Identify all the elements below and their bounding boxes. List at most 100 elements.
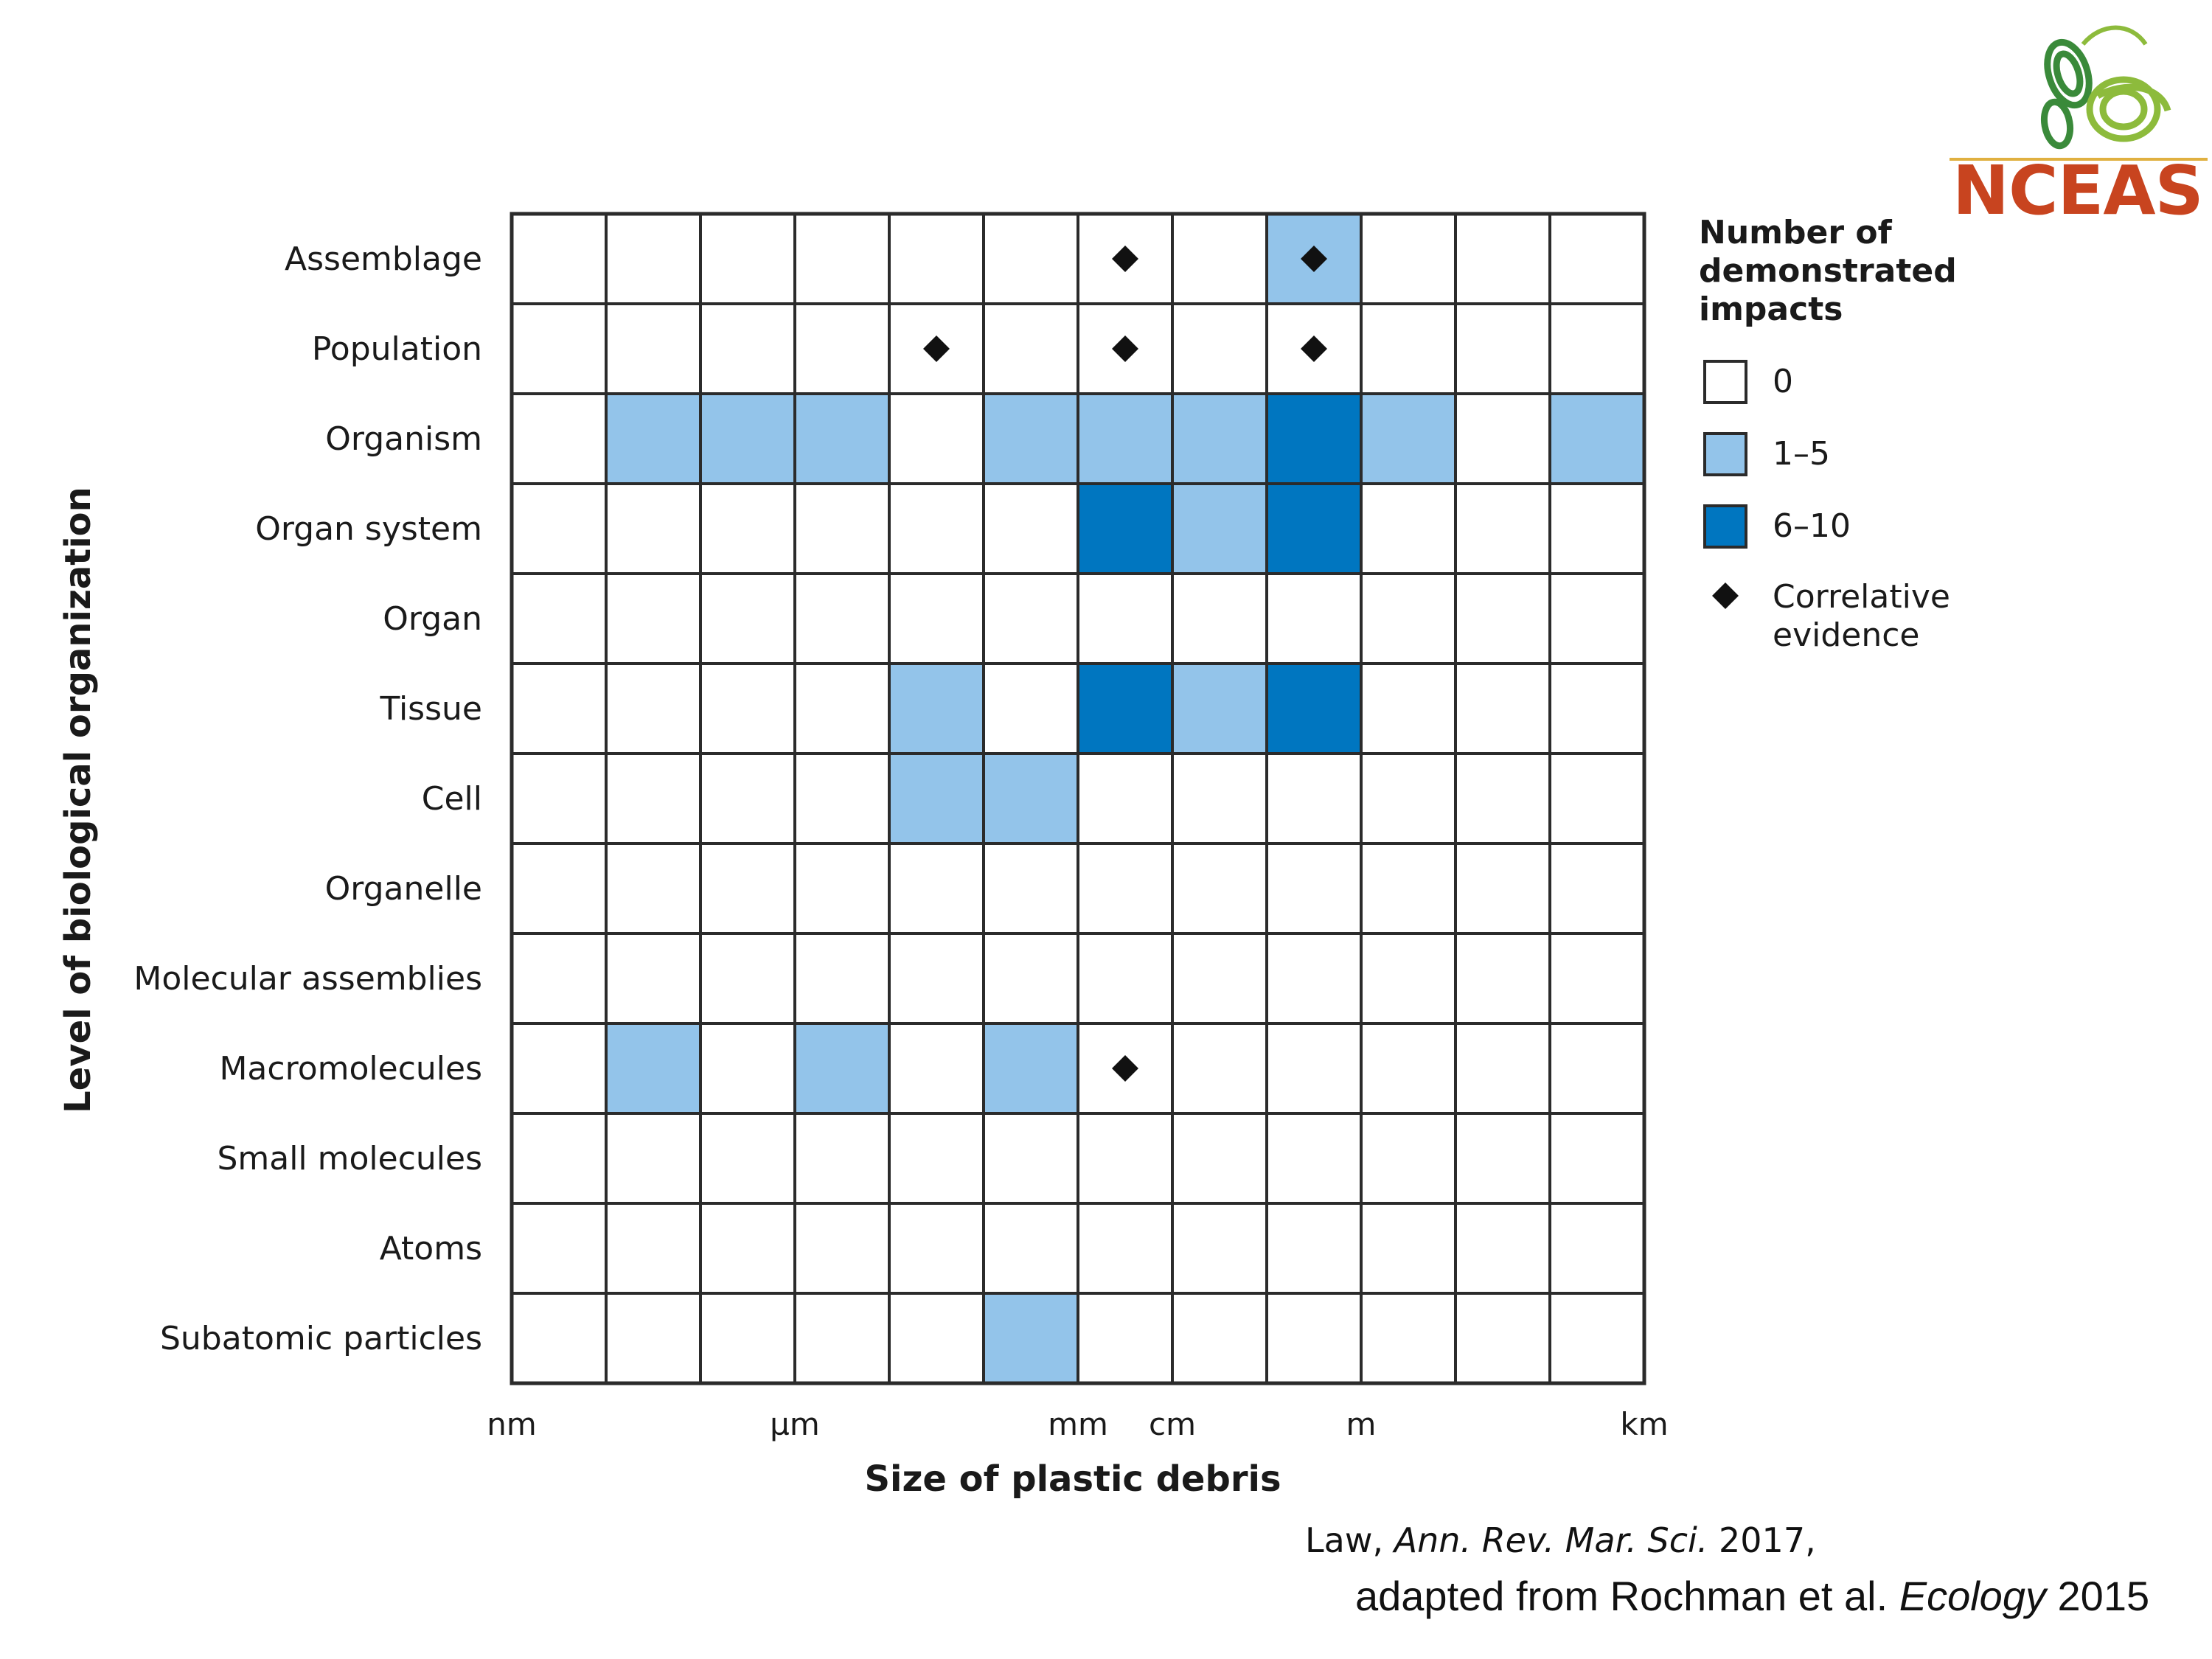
cell-molecular-assemblies-col-1	[605, 932, 702, 1025]
cell-atoms-col-3	[793, 1202, 891, 1295]
cell-organelle-col-3	[793, 842, 891, 935]
cell-subatomic-particles-col-5	[982, 1292, 1079, 1385]
row-label-organ: Organ	[383, 600, 482, 638]
cell-organism-col-7	[1171, 392, 1268, 485]
citation-year-2: 2015	[2045, 1573, 2150, 1619]
row-label-subatomic-particles: Subatomic particles	[160, 1320, 482, 1357]
cell-macromolecules-col-9	[1360, 1022, 1457, 1115]
x-tick-um: µm	[770, 1406, 820, 1442]
cell-subatomic-particles-col-9	[1360, 1292, 1457, 1385]
cell-organ-system-col-9	[1360, 482, 1457, 575]
cell-population-col-9	[1360, 302, 1457, 395]
cell-organelle-col-5	[982, 842, 1079, 935]
cell-cell-col-10	[1454, 752, 1551, 845]
cell-macromolecules-col-3	[793, 1022, 891, 1115]
cell-assemblage-col-5	[982, 212, 1079, 305]
cell-organelle-col-8	[1265, 842, 1363, 935]
marker-population-col-6	[1112, 335, 1138, 362]
x-tick-km: km	[1620, 1406, 1668, 1442]
cell-organ-col-11	[1548, 572, 1646, 665]
cell-organ-system-col-5	[982, 482, 1079, 575]
cell-organ-col-10	[1454, 572, 1551, 665]
cell-macromolecules-col-0	[510, 1022, 608, 1115]
legend-label-0: 0	[1773, 363, 1793, 400]
cell-tissue-col-9	[1360, 662, 1457, 755]
row-label-organelle: Organelle	[325, 870, 482, 908]
cell-organ-col-5	[982, 572, 1079, 665]
cell-organ-system-col-0	[510, 482, 608, 575]
cell-organelle-col-0	[510, 842, 608, 935]
cell-molecular-assemblies-col-9	[1360, 932, 1457, 1025]
cell-atoms-col-10	[1454, 1202, 1551, 1295]
cell-population-col-2	[699, 302, 796, 395]
row-label-organ-system: Organ system	[255, 510, 482, 548]
citation-journal-2: Ecology	[1899, 1573, 2046, 1619]
cell-organ-system-col-10	[1454, 482, 1551, 575]
citation-line-1: Law, Ann. Rev. Mar. Sci. 2017,	[1305, 1520, 1816, 1560]
cell-population-col-5	[982, 302, 1079, 395]
x-axis-title: Size of plastic debris	[864, 1458, 1281, 1500]
cell-organ-col-6	[1077, 572, 1174, 665]
marker-population-col-4	[923, 335, 950, 362]
cell-small-molecules-col-10	[1454, 1112, 1551, 1205]
row-label-atoms: Atoms	[380, 1230, 482, 1267]
cell-organ-col-3	[793, 572, 891, 665]
y-axis-title: Level of biological organization	[58, 487, 99, 1113]
cell-organism-col-5	[982, 392, 1079, 485]
cell-tissue-col-0	[510, 662, 608, 755]
cell-organelle-col-1	[605, 842, 702, 935]
cell-population-col-0	[510, 302, 608, 395]
cell-cell-col-3	[793, 752, 891, 845]
cell-atoms-col-8	[1265, 1202, 1363, 1295]
cell-organ-system-col-2	[699, 482, 796, 575]
cell-cell-col-0	[510, 752, 608, 845]
cell-atoms-col-5	[982, 1202, 1079, 1295]
x-tick-mm: mm	[1048, 1406, 1108, 1442]
cell-small-molecules-col-7	[1171, 1112, 1268, 1205]
row-label-small-molecules: Small molecules	[217, 1140, 482, 1178]
cell-assemblage-col-3	[793, 212, 891, 305]
cell-cell-col-5	[982, 752, 1079, 845]
cell-subatomic-particles-col-7	[1171, 1292, 1268, 1385]
cell-subatomic-particles-col-6	[1077, 1292, 1174, 1385]
cell-organ-col-8	[1265, 572, 1363, 665]
cell-atoms-col-0	[510, 1202, 608, 1295]
cell-cell-col-4	[888, 752, 985, 845]
cell-organism-col-6	[1077, 392, 1174, 485]
row-labels: Assemblage Population Organism Organ system…	[133, 240, 482, 1357]
cell-subatomic-particles-col-11	[1548, 1292, 1646, 1385]
cell-tissue-col-4	[888, 662, 985, 755]
cell-atoms-col-11	[1548, 1202, 1646, 1295]
cell-tissue-col-3	[793, 662, 891, 755]
cell-cell-col-1	[605, 752, 702, 845]
butterfly-icon	[2040, 25, 2171, 150]
cell-tissue-col-2	[699, 662, 796, 755]
cell-small-molecules-col-0	[510, 1112, 608, 1205]
cell-macromolecules-col-10	[1454, 1022, 1551, 1115]
cell-atoms-col-6	[1077, 1202, 1174, 1295]
cell-organelle-col-9	[1360, 842, 1457, 935]
cell-small-molecules-col-4	[888, 1112, 985, 1205]
citation-journal-1: Ann. Rev. Mar. Sci.	[1394, 1520, 1708, 1560]
cell-macromolecules-col-11	[1548, 1022, 1646, 1115]
cell-organelle-col-6	[1077, 842, 1174, 935]
cell-molecular-assemblies-col-0	[510, 932, 608, 1025]
cell-molecular-assemblies-col-11	[1548, 932, 1646, 1025]
legend-title-line-2: demonstrated	[1699, 252, 1957, 290]
cell-assemblage-col-2	[699, 212, 796, 305]
cell-cell-col-9	[1360, 752, 1457, 845]
cell-population-col-11	[1548, 302, 1646, 395]
correlative-markers	[923, 246, 1327, 1082]
legend-swatch-0	[1703, 360, 1747, 404]
cell-organelle-col-2	[699, 842, 796, 935]
cell-organ-system-col-7	[1171, 482, 1268, 575]
cell-molecular-assemblies-col-4	[888, 932, 985, 1025]
cell-cell-col-11	[1548, 752, 1646, 845]
legend-swatch-2	[1703, 504, 1747, 549]
cell-macromolecules-col-4	[888, 1022, 985, 1115]
legend-title-line-1: Number of	[1699, 214, 1893, 251]
cell-assemblage-col-9	[1360, 212, 1457, 305]
cell-subatomic-particles-col-0	[510, 1292, 608, 1385]
cell-tissue-col-11	[1548, 662, 1646, 755]
